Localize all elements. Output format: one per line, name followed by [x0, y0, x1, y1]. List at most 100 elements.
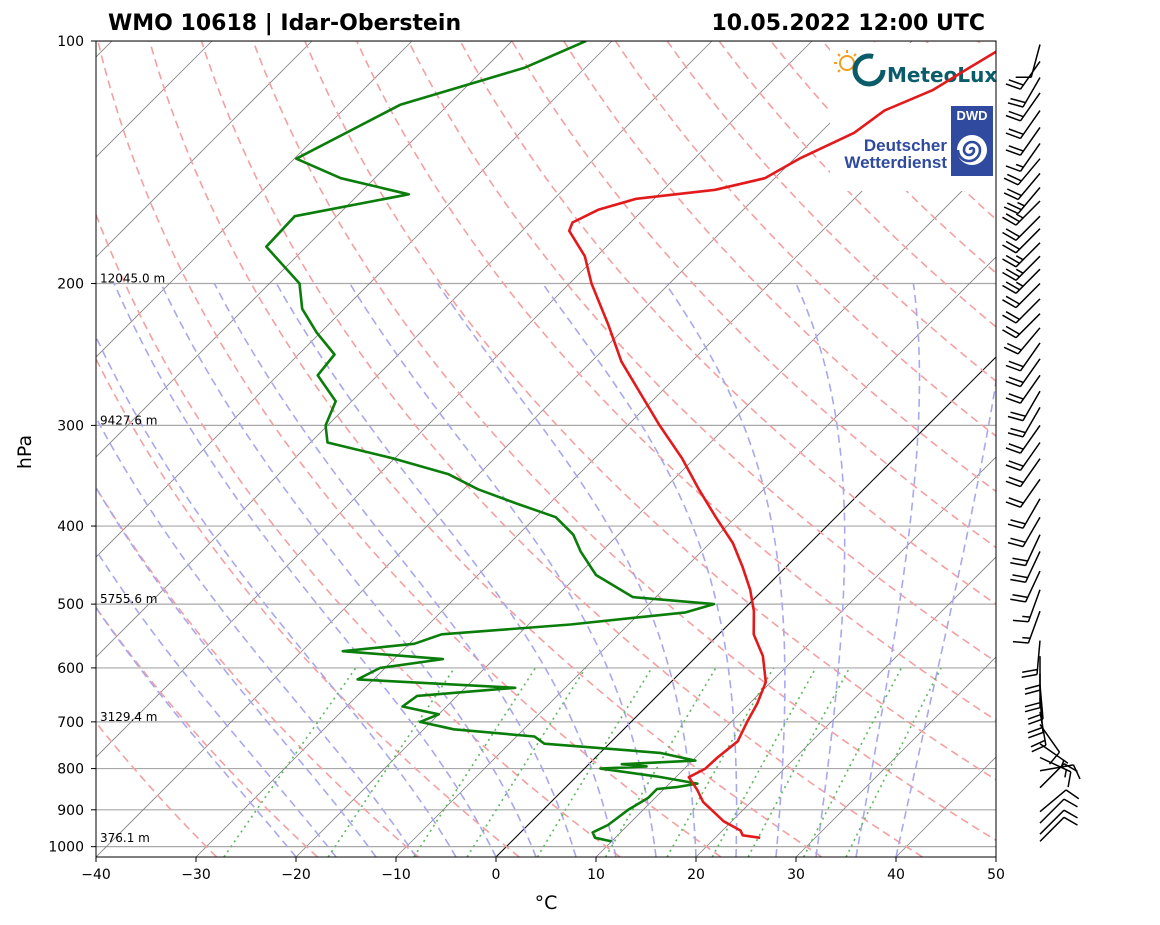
wind-barb: [1005, 424, 1041, 454]
y-tick-label: 300: [57, 418, 84, 434]
y-tick-label: 700: [57, 715, 84, 731]
wind-barb: [1005, 126, 1041, 156]
wind-barb: [1007, 390, 1041, 422]
mixing-ratio-line: [802, 667, 903, 857]
spiral-icon: [956, 135, 987, 165]
x-tick-label: −10: [381, 867, 411, 883]
wind-barb: [1002, 242, 1041, 268]
mixing-ratio-line: [327, 667, 456, 857]
moist-adiabat-line: [349, 283, 657, 857]
isotherm-line: [795, 656, 996, 857]
isotherm-line: [96, 41, 613, 558]
height-label: 376.1 m: [100, 831, 150, 845]
isotherm-line: [96, 41, 413, 358]
wind-barb: [1002, 282, 1041, 309]
wind-barb: [1039, 764, 1081, 780]
moist-adiabat-line: [213, 283, 577, 857]
x-tick-label: 40: [887, 867, 905, 883]
dry-adiabat-line: [304, 41, 996, 781]
dry-adiabat-line: [252, 41, 996, 842]
dry-adiabat-line: [355, 41, 996, 722]
wind-barb: [1003, 187, 1041, 215]
y-tick-label: 200: [57, 277, 84, 293]
isotherm-line: [96, 41, 513, 458]
wind-barb: [1005, 358, 1041, 388]
wind-barb: [1039, 756, 1072, 788]
temperature-profile-line: [567, 50, 996, 840]
moist-adiabat-line: [855, 283, 921, 857]
dry-adiabat-line: [459, 41, 996, 606]
x-tick-label: 50: [987, 867, 1005, 883]
wind-barb: [1003, 158, 1041, 186]
moist-adiabat-line: [160, 283, 537, 857]
x-axis-label: °C: [535, 892, 558, 914]
y-tick-label: 400: [57, 519, 84, 535]
sun-icon: [834, 50, 857, 73]
y-tick-label: 600: [57, 661, 84, 677]
x-tick-label: 20: [687, 867, 705, 883]
dwd-badge-text: DWD: [956, 108, 987, 123]
x-tick-label: 30: [787, 867, 805, 883]
wind-barb: [1002, 215, 1041, 241]
mixing-ratio-line: [536, 667, 653, 857]
moist-adiabat-line: [664, 283, 786, 857]
height-label: 5755.6 m: [100, 592, 158, 606]
wind-barb: [1005, 458, 1041, 488]
mixing-ratio-line: [413, 667, 537, 857]
wind-barb: [1039, 816, 1078, 842]
moist-adiabat-line: [436, 283, 697, 857]
wind-barb: [1005, 142, 1041, 173]
wind-barb: [1002, 313, 1041, 339]
moist-adiabat-line: [96, 335, 457, 857]
isotherm-line: [96, 41, 713, 658]
wind-barb: [1024, 656, 1041, 695]
wind-barb: [1010, 534, 1041, 567]
mixing-ratio-line: [747, 667, 851, 857]
x-tick-label: 0: [492, 867, 501, 883]
wind-barb: [1002, 228, 1041, 254]
dwd-name-line1: Deutscher: [864, 136, 948, 155]
wind-barb: [1007, 516, 1041, 548]
dry-adiabat-line: [96, 485, 419, 857]
zero-isotherm-line: [495, 356, 996, 857]
mixing-ratio-line: [845, 667, 942, 857]
wind-barb: [1005, 478, 1041, 508]
wind-barb: [1012, 610, 1041, 644]
wind-barb: [1002, 200, 1041, 226]
wind-barb: [1005, 442, 1041, 472]
wind-barb: [1002, 255, 1041, 281]
x-tick-label: −30: [181, 867, 211, 883]
isotherm-line: [595, 456, 996, 857]
wind-barb: [1012, 589, 1041, 623]
wind-barb: [1039, 798, 1078, 824]
y-tick-label: 800: [57, 762, 84, 778]
mixing-ratio-line: [223, 667, 357, 857]
wind-barb: [1010, 551, 1041, 583]
dry-adiabat-line: [563, 41, 996, 493]
dry-adiabat-line: [148, 41, 823, 857]
dwd-logo: DWD Deutscher Wetterdienst: [844, 106, 993, 176]
dry-adiabat-line: [96, 606, 319, 857]
mixing-ratio-line: [466, 667, 587, 857]
height-label: 9427.6 m: [100, 413, 158, 427]
station-title: WMO 10618 | Idar-Oberstein: [108, 11, 461, 36]
wind-barb: [1015, 44, 1041, 79]
moist-adiabat-line: [96, 416, 417, 857]
moist-adiabat-line: [895, 377, 996, 857]
wind-barb: [1039, 809, 1078, 835]
wind-barb: [1002, 268, 1041, 294]
x-tick-label: −40: [81, 867, 111, 883]
dry-adiabat-line: [200, 41, 924, 857]
wind-barb: [1003, 172, 1041, 201]
moist-adiabat-line: [795, 283, 846, 857]
wind-barb: [1021, 640, 1041, 678]
dry-adiabat-line: [614, 41, 996, 438]
moist-adiabat-line: [113, 283, 497, 857]
height-label: 12045.0 m: [100, 272, 165, 286]
dry-adiabat-line: [511, 41, 996, 549]
x-tick-label: 10: [587, 867, 605, 883]
y-tick-label: 900: [57, 803, 84, 819]
plot-frame: [95, 40, 997, 858]
y-tick-label: 500: [57, 597, 84, 613]
y-tick-label: 100: [57, 34, 84, 50]
